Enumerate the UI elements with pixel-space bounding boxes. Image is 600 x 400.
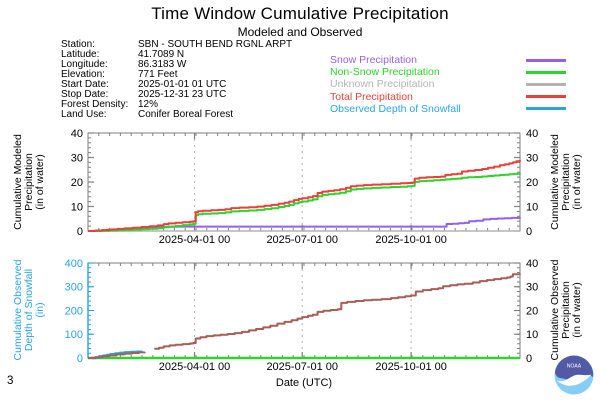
chart-title: Time Window Cumulative Precipitation	[151, 4, 449, 23]
plot-frame	[87, 262, 521, 359]
y-tick-label: 30	[526, 152, 538, 164]
y-tick-label: 10	[71, 201, 83, 213]
metadata-value: Conifer Boreal Forest	[138, 109, 234, 120]
metadata-row: Land Use: Conifer Boreal Forest	[61, 110, 292, 120]
y-tick-label: 0	[526, 226, 532, 238]
legend-label: Total Precipitation	[330, 90, 413, 103]
y-tick-label: 20	[526, 177, 538, 189]
modeled-precipitation-chart: 2025-04-01 00 2025-07-01 00 2025-10-01 00 0…	[71, 128, 539, 246]
metadata-label: Station:	[61, 39, 95, 50]
metadata-label: Latitude:	[61, 49, 100, 60]
metadata-value: 41.7089 N	[138, 49, 185, 60]
plot-frame	[87, 132, 521, 232]
noaa-logo-text: NOAA	[567, 364, 582, 370]
x-tick-label: 2025-07-01 00	[266, 361, 338, 373]
page-number: 3	[7, 375, 14, 387]
y-tick-label: 300	[65, 282, 83, 294]
legend-line-swatch	[526, 58, 566, 62]
legend-label: Snow Precipitation	[330, 54, 417, 67]
metadata-label: Forest Density:	[61, 99, 129, 110]
chart-subtitle: Modeled and Observed	[237, 25, 363, 39]
metadata-value: SBN - SOUTH BEND RGNL ARPT	[138, 39, 293, 50]
metadata-row: Elevation: 771 Feet	[61, 70, 292, 80]
metadata-label: Longitude:	[61, 59, 108, 70]
metadata-value: 2025-12-31 23 UTC	[138, 89, 227, 100]
noaa-logo: NOAA	[554, 355, 594, 395]
y-tick-label: 40	[526, 258, 538, 270]
legend-line-swatch	[526, 95, 566, 99]
y-tick-label: 40	[71, 128, 83, 140]
y-tick-label: 100	[65, 329, 83, 341]
x-tick-label: 2025-04-01 00	[159, 234, 231, 246]
metadata-label: Land Use:	[61, 109, 107, 120]
y-tick-label: 20	[526, 305, 538, 317]
legend-line-swatch	[526, 70, 566, 74]
metadata-row: Station: SBN - SOUTH BEND RGNL ARPT	[61, 40, 292, 50]
metadata-row: Start Date: 2025-01-01 01 UTC	[61, 80, 292, 90]
x-tick-label: 2025-10-01 00	[375, 234, 447, 246]
metadata-label: Elevation:	[61, 69, 105, 80]
y-tick-label: 40	[526, 128, 538, 140]
legend-line-swatch	[526, 107, 566, 111]
metadata-value: 771 Feet	[138, 69, 178, 80]
legend-label: Non-Snow Precipitation	[330, 66, 440, 79]
y-tick-label: 0	[526, 353, 532, 365]
observed-precip-line	[154, 273, 521, 350]
legend-line-swatch	[526, 82, 566, 86]
y-tick-label: 30	[526, 282, 538, 294]
metadata-row: Stop Date: 2025-12-31 23 UTC	[61, 90, 292, 100]
observed-precipitation-chart: 2025-04-01 00 2025-07-01 00 2025-10-01 00 0…	[65, 258, 539, 373]
legend-item: Unknown Precipitation	[330, 78, 566, 90]
x-tick-label: 2025-10-01 00	[375, 361, 447, 373]
nonsnow-precip-line	[88, 172, 521, 232]
legend-item: Total Precipitation	[330, 91, 566, 103]
metadata-label: Stop Date:	[61, 89, 109, 100]
legend-label: Observed Depth of Snowfall	[330, 102, 461, 115]
y-tick-label: 30	[71, 152, 83, 164]
y-tick-label: 10	[526, 201, 538, 213]
y-tick-label: 400	[65, 258, 83, 270]
station-metadata: Station: SBN - SOUTH BEND RGNL ARPT Latitu…	[61, 40, 292, 120]
y-tick-label: 0	[77, 353, 83, 365]
noaa-logo-sky	[554, 355, 594, 380]
metadata-label: Start Date:	[61, 79, 109, 90]
y-tick-label: 0	[77, 226, 83, 238]
metadata-value: 86.3183 W	[138, 59, 187, 70]
legend-label: Unknown Precipitation	[330, 78, 435, 91]
noaa-logo-bird	[556, 374, 592, 386]
metadata-row: Longitude: 86.3183 W	[61, 60, 292, 70]
metadata-row: Latitude: 41.7089 N	[61, 50, 292, 60]
x-tick-label: 2025-07-01 00	[266, 234, 338, 246]
metadata-value: 12%	[138, 99, 159, 110]
x-axis-title: Date (UTC)	[275, 377, 333, 389]
x-tick-label: 2025-04-01 00	[159, 361, 231, 373]
y-tick-label: 20	[71, 177, 83, 189]
total-precip-line	[88, 159, 521, 232]
legend-item: Snow Precipitation	[330, 54, 566, 66]
chart-legend: Snow Precipitation Non-Snow Precipitation…	[330, 54, 566, 115]
legend-item: Non-Snow Precipitation	[330, 66, 566, 78]
metadata-row: Forest Density: 12%	[61, 100, 292, 110]
y-tick-label: 10	[526, 329, 538, 341]
metadata-value: 2025-01-01 01 UTC	[138, 79, 227, 90]
legend-item: Observed Depth of Snowfall	[330, 103, 566, 115]
y-tick-label: 200	[65, 305, 83, 317]
observed-precip-line	[88, 351, 146, 359]
